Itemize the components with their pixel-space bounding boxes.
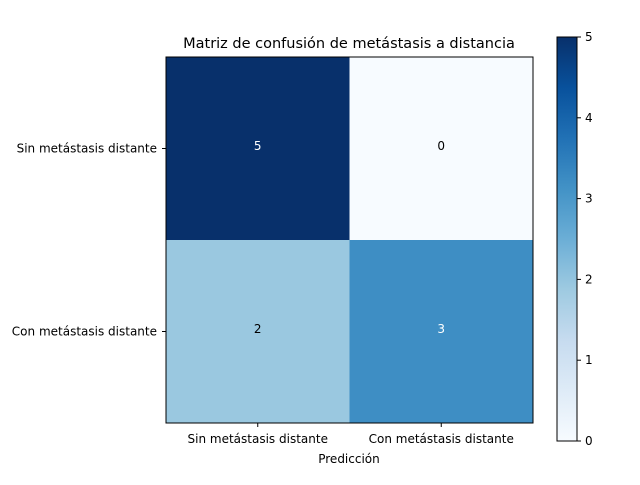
colorbar-tick-label: 1: [585, 353, 593, 367]
cell-value-label: 5: [254, 139, 262, 153]
colorbar-ticks: 0 1 2 3 4 5: [577, 30, 593, 448]
cell-value-label: 0: [437, 139, 445, 153]
plot-frame: [165, 56, 534, 424]
colorbar-tick-label: 3: [585, 192, 593, 206]
x-tick-label: Sin metástasis distante: [188, 432, 328, 446]
cell-value-label: 2: [254, 322, 262, 336]
y-tick-label: Con metástasis distante: [12, 325, 157, 339]
colorbar-tick-label: 0: [585, 434, 593, 448]
heatmap-cell: [349, 240, 533, 423]
heatmap-cells: 5 0 2 3: [166, 57, 533, 423]
colorbar-tick-label: 5: [585, 30, 593, 44]
cell-value-label: 3: [437, 322, 445, 336]
x-axis-label: Predicción: [318, 452, 380, 466]
colorbar-tick-label: 4: [585, 111, 593, 125]
heatmap-cell: [349, 57, 533, 240]
axes-ticks: Sin metástasis distante Con metástasis di…: [12, 142, 514, 447]
colorbar-gradient: [556, 36, 578, 442]
colorbar: 0 1 2 3 4 5: [556, 30, 593, 448]
colorbar-tick-label: 2: [585, 272, 593, 286]
heatmap-cell: [166, 240, 350, 423]
x-tick-label: Con metástasis distante: [369, 432, 514, 446]
heatmap-cell: [166, 57, 350, 240]
chart-title: Matriz de confusión de metástasis a dist…: [183, 36, 515, 52]
y-tick-label: Sin metástasis distante: [17, 142, 157, 156]
